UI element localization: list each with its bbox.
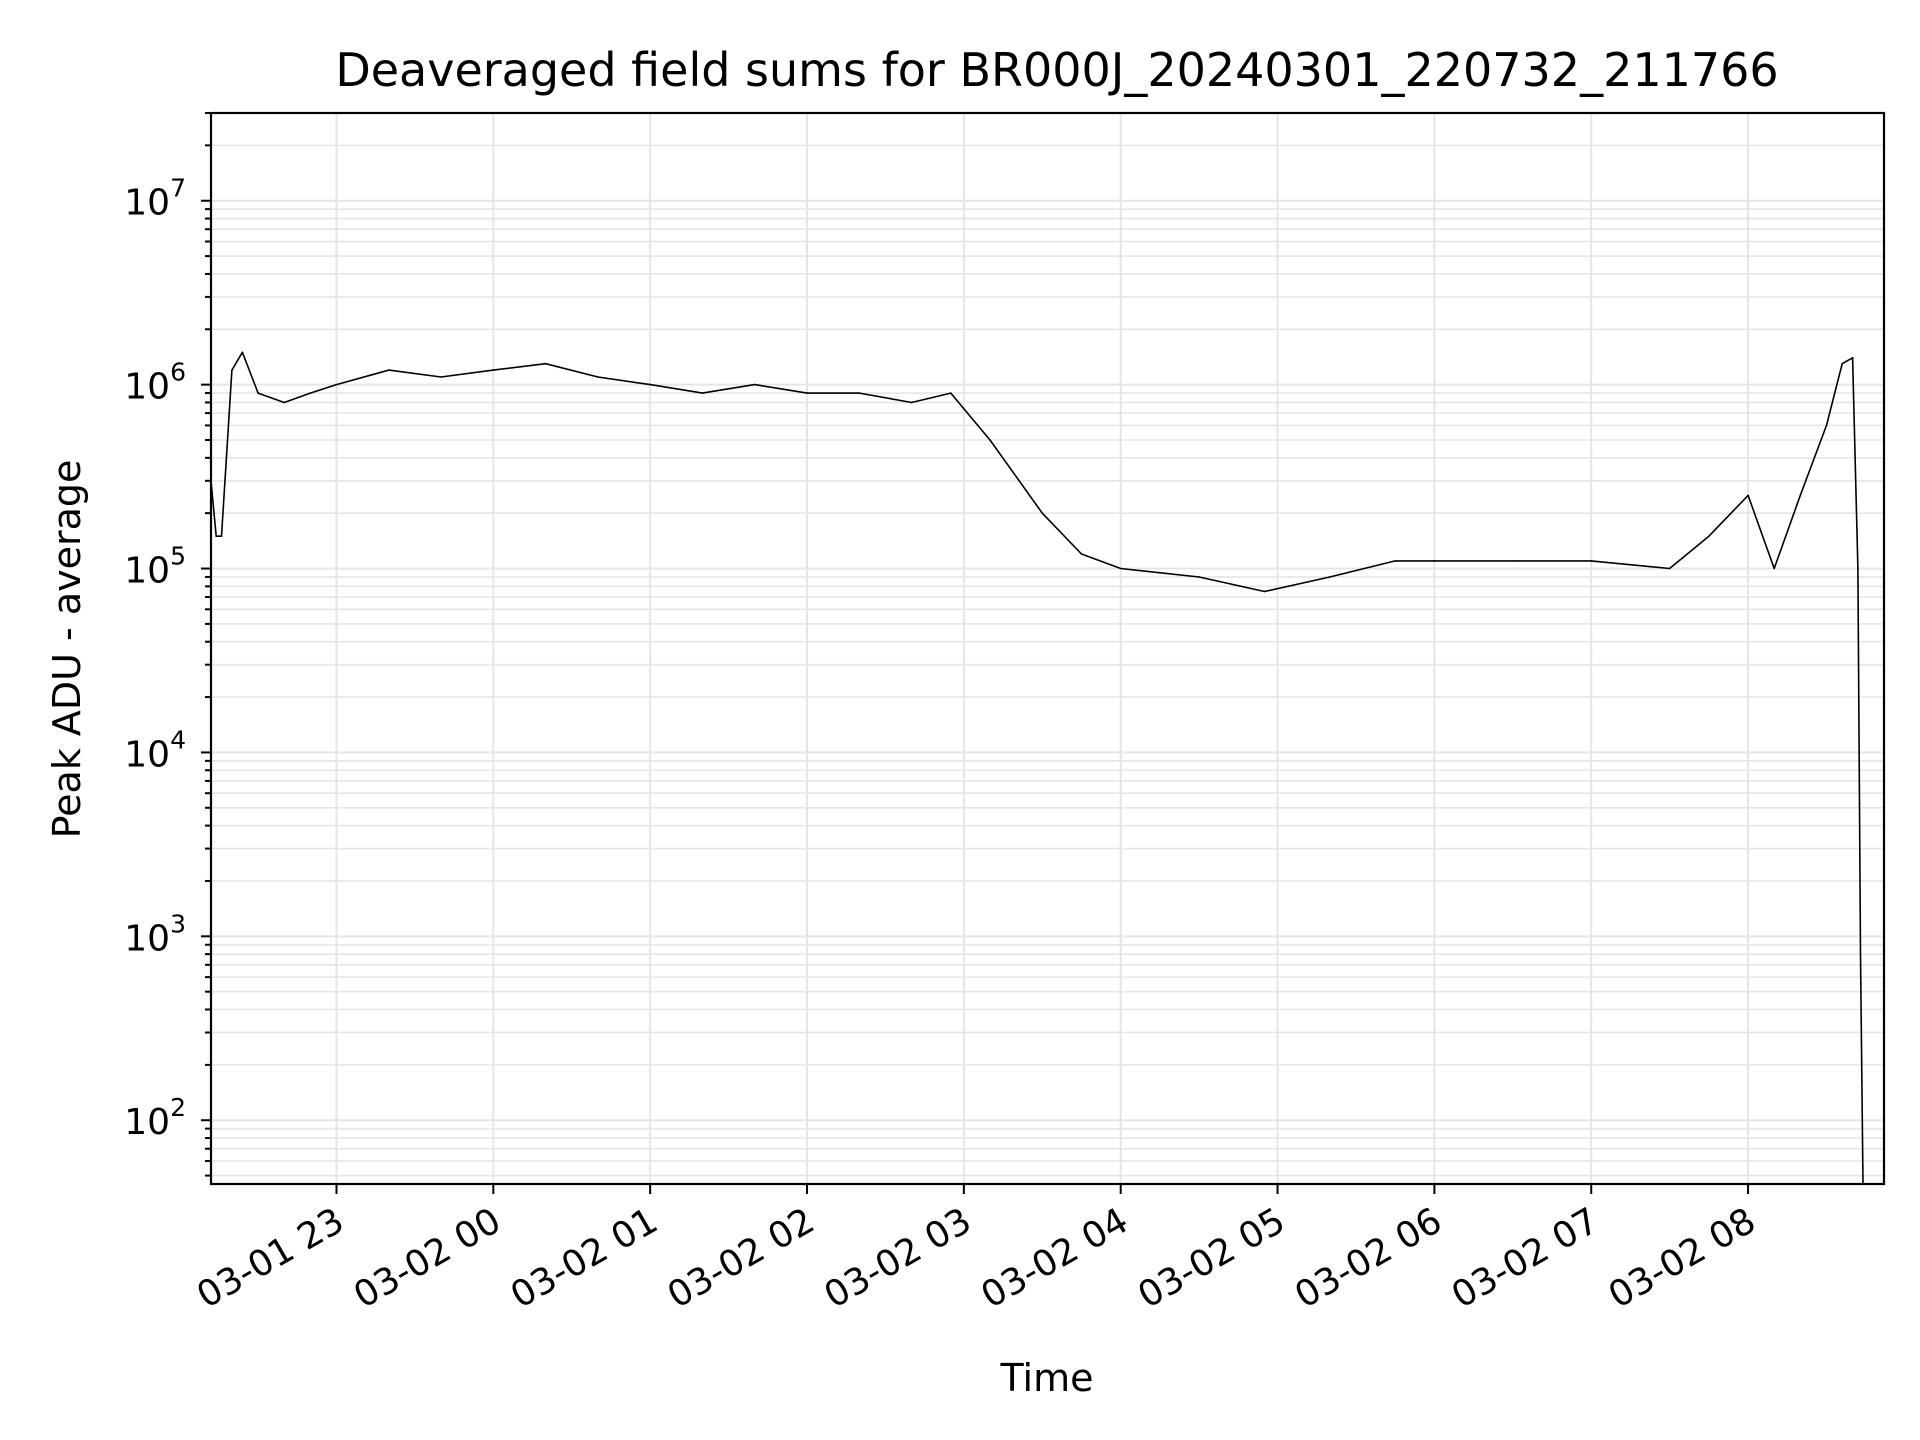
data-point	[1119, 567, 1122, 570]
data-point	[1857, 567, 1859, 570]
data-point	[309, 392, 312, 394]
data-point	[1041, 512, 1044, 514]
data-point	[215, 535, 218, 537]
data-point	[544, 362, 547, 365]
data-point	[1747, 494, 1749, 497]
data-point	[387, 369, 390, 371]
data-point	[1263, 590, 1266, 593]
data-point	[597, 376, 599, 378]
data-point	[1198, 576, 1200, 578]
data-point	[1512, 560, 1514, 562]
data-point	[753, 383, 756, 386]
y-tick-base: 10	[124, 551, 170, 592]
y-axis-label: Peak ADU - average	[45, 460, 89, 839]
data-point	[649, 383, 651, 386]
data-point	[1825, 424, 1828, 427]
series-group	[211, 351, 1864, 1184]
data-point	[220, 535, 223, 537]
x-axis-label: Time	[1000, 1356, 1094, 1400]
y-tick-label: 106	[124, 358, 186, 408]
data-point	[335, 383, 338, 386]
y-tick-exponent: 6	[170, 358, 186, 387]
y-tick-label: 102	[124, 1093, 186, 1143]
grid	[211, 112, 1884, 1184]
data-point	[492, 369, 495, 371]
data-point	[231, 369, 233, 371]
y-tick-exponent: 7	[170, 174, 186, 203]
y-tick-base: 10	[124, 1102, 170, 1143]
data-point	[241, 351, 244, 354]
y-tick-base: 10	[124, 734, 170, 775]
plot-frame	[209, 111, 1886, 1186]
data-point	[989, 439, 991, 441]
y-tick-exponent: 3	[170, 909, 186, 938]
data-point	[1851, 356, 1854, 359]
data-point	[440, 376, 442, 378]
data-point	[1394, 560, 1396, 562]
data-point	[1433, 560, 1436, 562]
data-point	[910, 401, 913, 404]
data-point	[283, 401, 285, 404]
data-point	[1773, 567, 1776, 570]
y-tick-label: 105	[124, 542, 186, 592]
y-tick-exponent: 2	[170, 1093, 186, 1122]
data-point	[949, 392, 952, 394]
data-point	[806, 392, 808, 394]
data-point	[1080, 553, 1083, 555]
data-point	[1841, 362, 1843, 365]
data-point	[257, 392, 259, 394]
y-tick-exponent: 4	[170, 725, 186, 754]
y-tick-exponent: 5	[170, 542, 186, 571]
data-point	[701, 392, 704, 394]
data-point	[1590, 560, 1593, 562]
data-point	[1859, 953, 1862, 955]
data-point	[1708, 535, 1710, 537]
data-point	[858, 392, 861, 394]
data-point	[1799, 494, 1802, 497]
data-point	[1668, 567, 1671, 570]
y-tick-label: 103	[124, 909, 186, 959]
y-tick-base: 10	[124, 367, 170, 408]
y-tick-label: 104	[124, 725, 186, 775]
chart-title: Deaveraged field sums for BR000J_2024030…	[335, 43, 1778, 97]
y-tick-base: 10	[124, 183, 170, 224]
data-point	[1329, 576, 1331, 578]
y-tick-base: 10	[124, 918, 170, 959]
y-tick-label: 107	[124, 174, 186, 224]
